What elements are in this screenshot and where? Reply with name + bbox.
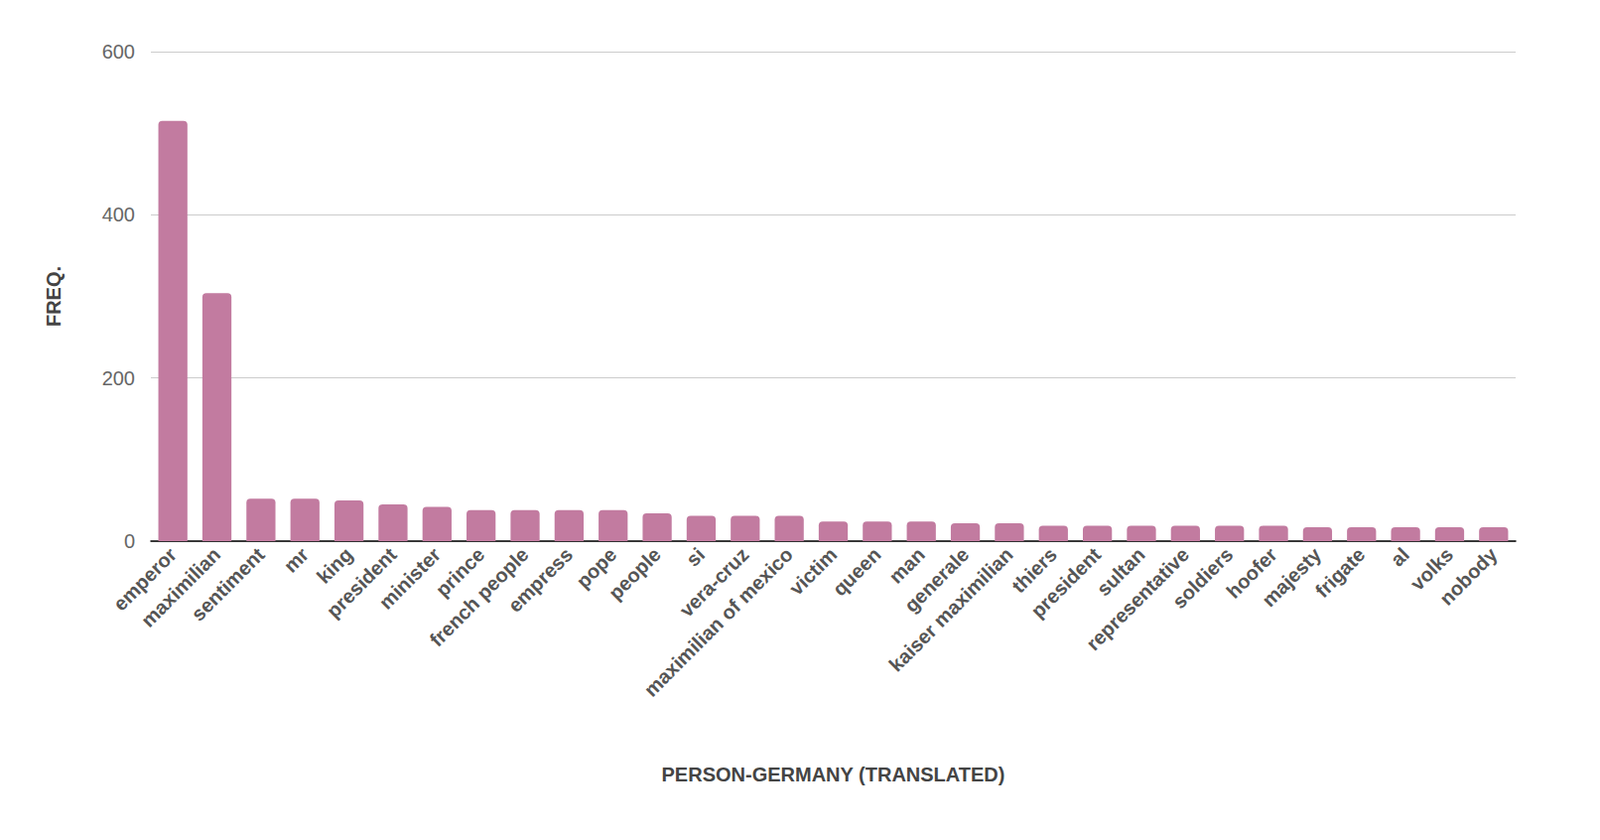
svg-text:emperor: emperor <box>109 543 181 615</box>
svg-text:frigate: frigate <box>1311 542 1370 602</box>
svg-text:FREQ.: FREQ. <box>42 266 65 327</box>
svg-text:victim: victim <box>785 542 841 599</box>
svg-text:queen: queen <box>827 542 885 600</box>
svg-text:empress: empress <box>503 542 577 617</box>
svg-text:king: king <box>312 543 357 588</box>
svg-text:vera-cruz: vera-cruz <box>675 543 753 621</box>
svg-text:people: people <box>604 542 666 604</box>
svg-text:thiers: thiers <box>1007 543 1062 597</box>
svg-text:0: 0 <box>124 530 135 552</box>
svg-text:600: 600 <box>102 40 135 63</box>
svg-text:PERSON-GERMANY (TRANSLATED): PERSON-GERMANY (TRANSLATED) <box>662 763 1006 786</box>
svg-text:mr: mr <box>278 542 313 577</box>
svg-text:maximilian of mexico: maximilian of mexico <box>639 542 797 700</box>
svg-text:si: si <box>681 542 709 570</box>
svg-text:maximilian: maximilian <box>136 543 225 632</box>
svg-text:man: man <box>884 543 930 588</box>
svg-text:al: al <box>1386 542 1414 570</box>
svg-text:sultan: sultan <box>1092 543 1150 600</box>
svg-text:minister: minister <box>375 542 446 614</box>
svg-text:generale: generale <box>899 543 974 617</box>
svg-text:sentiment: sentiment <box>186 542 269 626</box>
svg-text:400: 400 <box>102 203 135 226</box>
svg-text:french people: french people <box>425 543 533 651</box>
svg-text:hoofer: hoofer <box>1222 543 1282 603</box>
svg-text:soldiers: soldiers <box>1168 542 1238 613</box>
svg-text:volks: volks <box>1405 543 1458 595</box>
svg-text:majesty: majesty <box>1257 542 1326 611</box>
svg-text:nobody: nobody <box>1435 542 1502 610</box>
svg-text:president: president <box>322 543 401 622</box>
svg-text:200: 200 <box>102 367 135 390</box>
svg-text:prince: prince <box>431 543 489 601</box>
svg-text:pope: pope <box>571 543 621 593</box>
svg-text:president: president <box>1026 543 1106 622</box>
svg-text:kaiser maximilian: kaiser maximilian <box>884 542 1017 675</box>
svg-text:representative: representative <box>1081 543 1194 655</box>
